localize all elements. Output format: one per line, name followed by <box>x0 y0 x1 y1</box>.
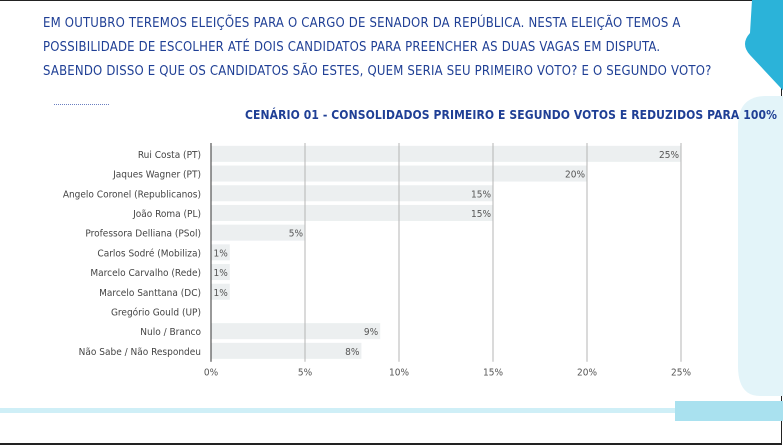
category-label: João Roma (PL) <box>132 209 201 220</box>
data-label: 5% <box>289 229 304 240</box>
bottom-band <box>0 408 740 413</box>
category-label: Rui Costa (PT) <box>138 150 201 161</box>
data-label: 1% <box>214 288 229 299</box>
bar <box>211 204 493 221</box>
intro-line-3: Sabendo disso e que os candidatos são es… <box>43 64 712 79</box>
decorative-shape-top <box>745 0 783 91</box>
data-label: 1% <box>214 248 229 259</box>
bar <box>211 323 381 340</box>
category-label: Não Sabe / Não Respondeu <box>79 347 201 358</box>
bottom-block <box>675 401 783 421</box>
category-label: Professora Delliana (PSol) <box>85 229 201 240</box>
bar <box>211 342 362 359</box>
bar <box>211 283 230 300</box>
chart-title: CENÁRIO 01 - CONSOLIDADOS PRIMEIRO E SEG… <box>245 108 778 122</box>
category-label: Gregório Gould (UP) <box>111 306 201 318</box>
category-label: Nulo / Branco <box>140 327 201 338</box>
category-label: Carlos Sodré (Mobiliza) <box>97 247 201 259</box>
intro-line-1: Em outubro teremos eleições para o cargo… <box>43 16 681 31</box>
data-label: 9% <box>364 327 379 338</box>
data-label: 15% <box>471 189 491 200</box>
intro-line-2: possibilidade de escolher até dois candi… <box>43 40 661 55</box>
data-label: 8% <box>345 347 360 358</box>
category-label: Angelo Coronel (Republicanos) <box>63 189 201 200</box>
x-tick-label: 5% <box>298 368 313 379</box>
bar <box>211 224 305 241</box>
x-tick-label: 0% <box>204 368 219 379</box>
decorative-shape-right <box>738 96 783 396</box>
bar <box>211 185 493 202</box>
bar <box>211 244 230 261</box>
category-label: Jaques Wagner (PT) <box>112 170 201 181</box>
data-label: 20% <box>565 170 585 181</box>
category-label: Marcelo Carvalho (Rede) <box>90 268 201 279</box>
bar <box>211 145 681 162</box>
x-tick-label: 20% <box>577 368 597 379</box>
data-label: 1% <box>214 268 229 279</box>
x-tick-label: 10% <box>389 368 409 379</box>
intro-text: Em outubro teremos eleições para o cargo… <box>43 12 723 84</box>
data-label: 25% <box>659 150 679 161</box>
category-label: Marcelo Santtana (DC) <box>99 288 201 299</box>
dotted-separator <box>54 104 109 105</box>
bar <box>211 264 230 281</box>
data-label: 15% <box>471 209 491 220</box>
x-tick-label: 15% <box>483 368 503 379</box>
x-tick-label: 25% <box>671 368 691 379</box>
